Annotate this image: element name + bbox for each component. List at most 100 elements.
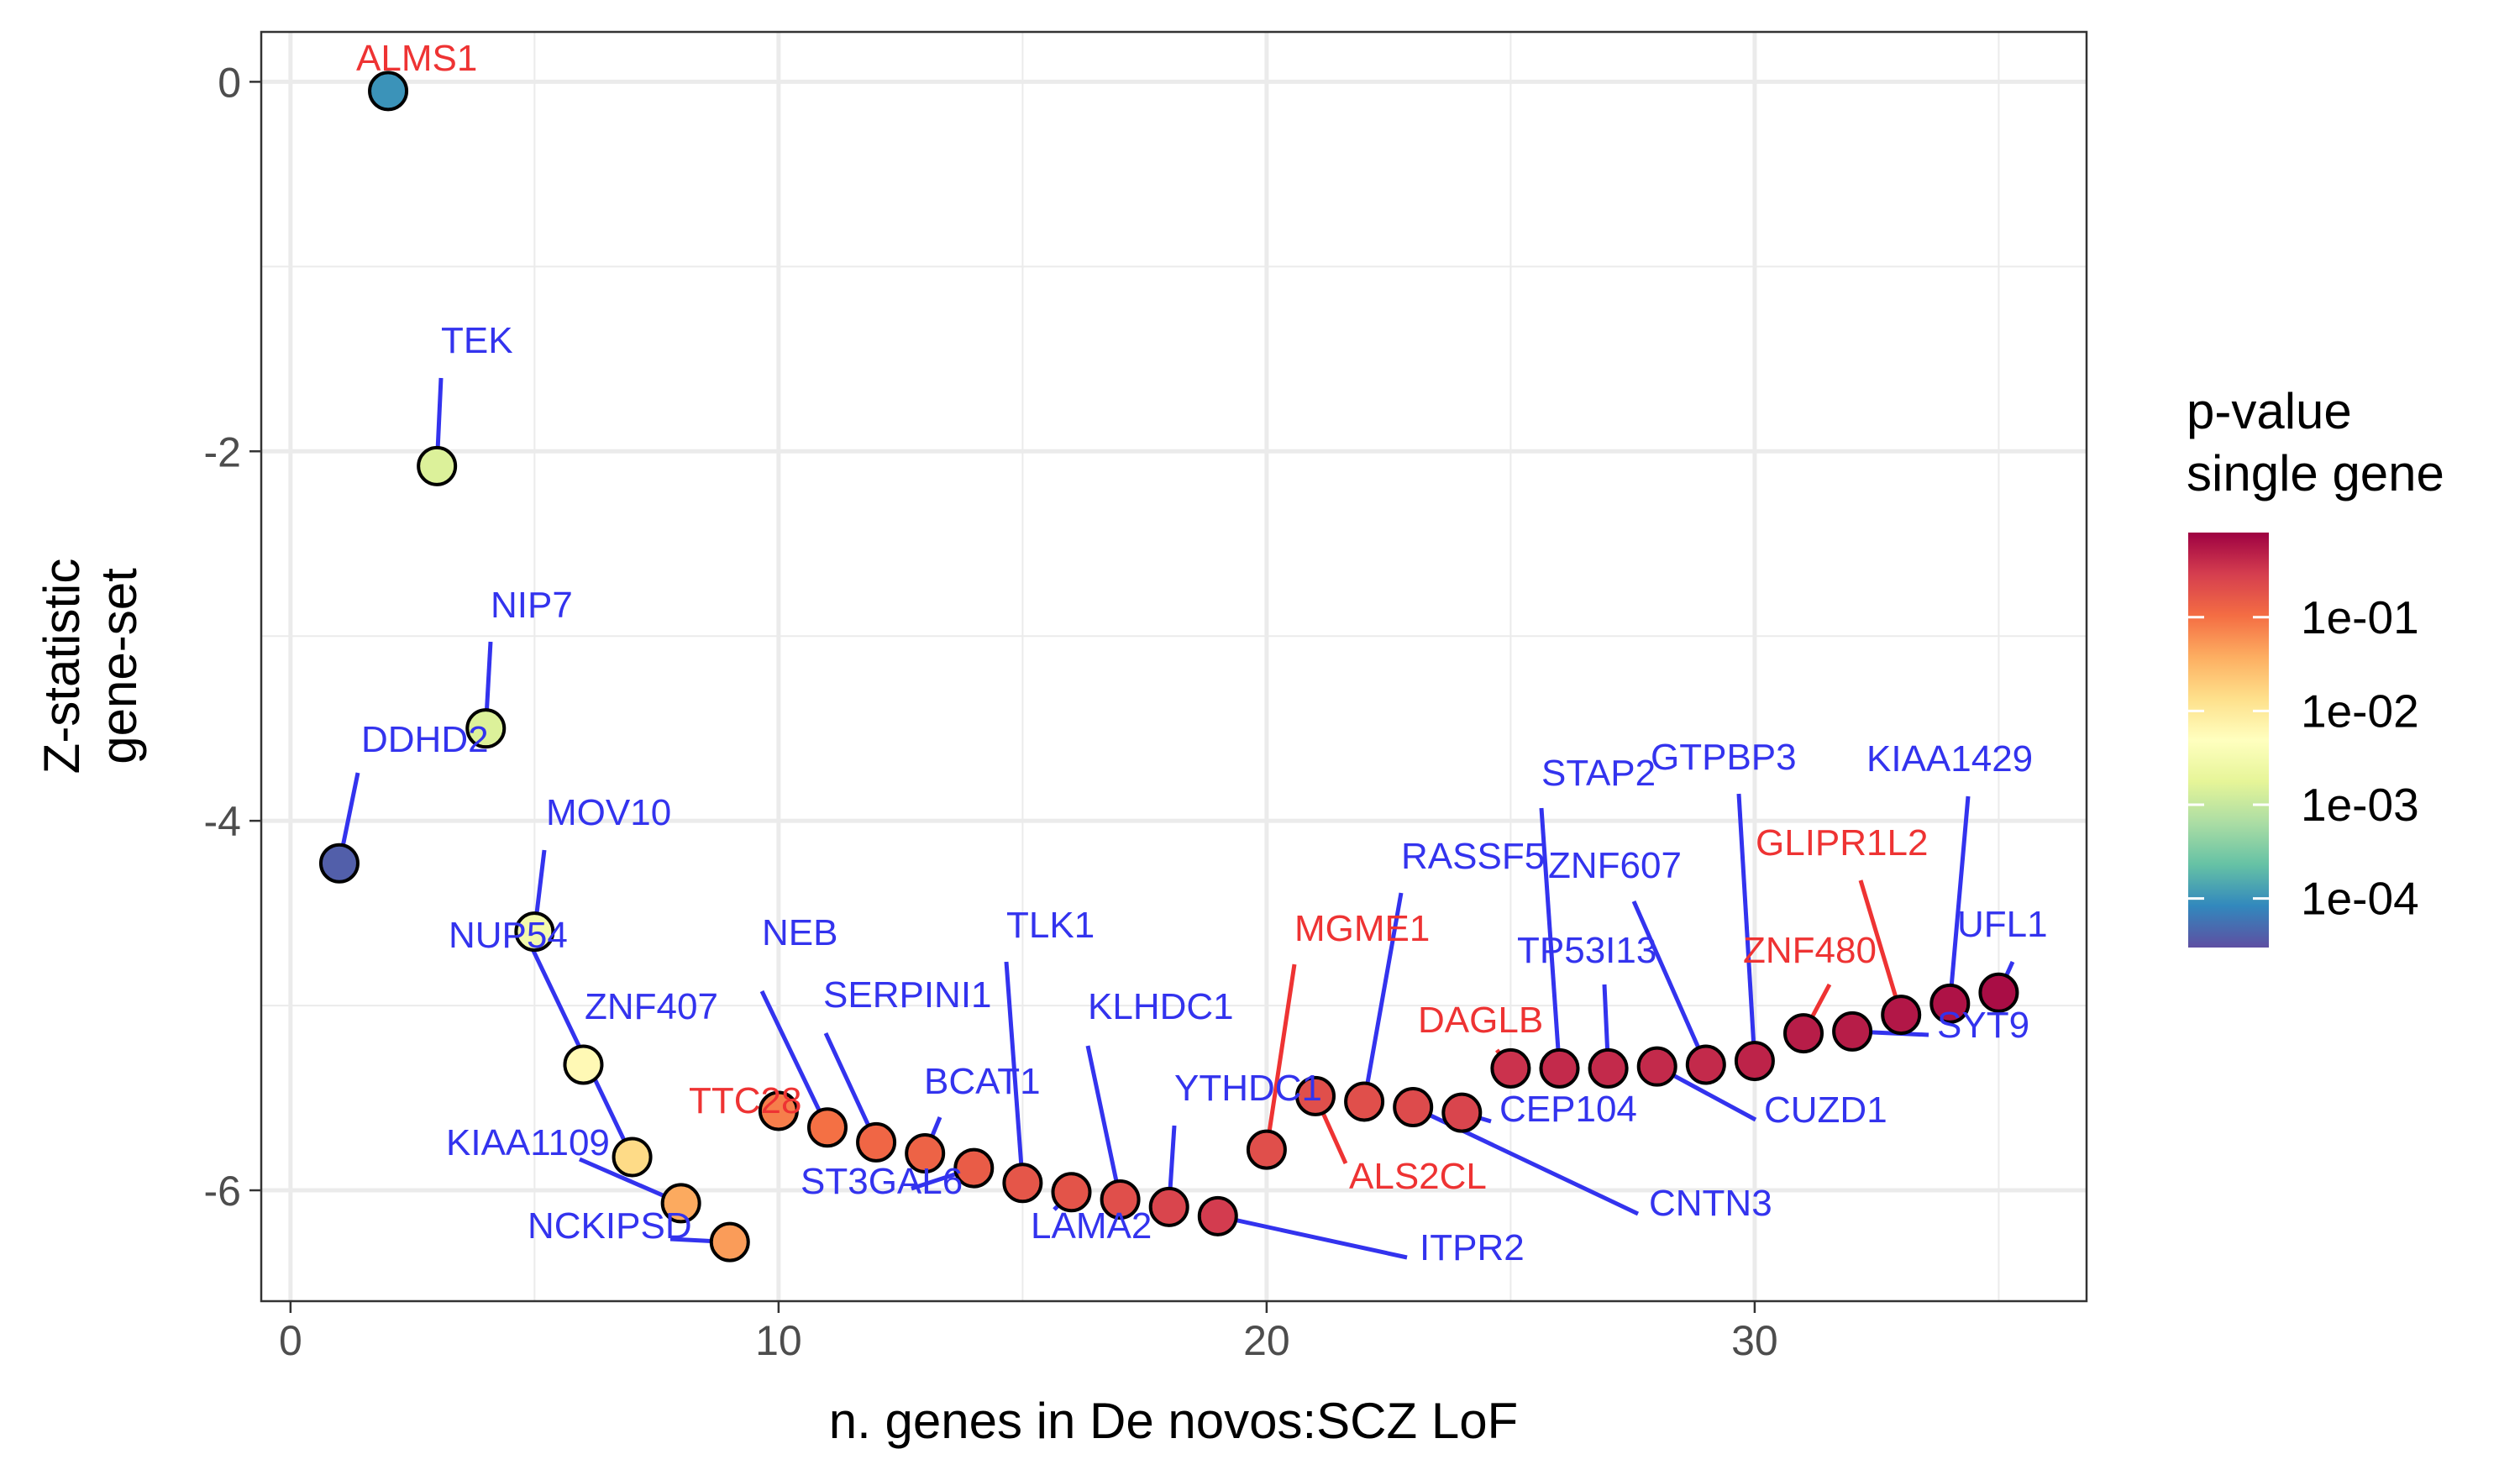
label-nup54: NUP54 [449,915,568,956]
point-itpr2 [1197,1195,1238,1236]
point-ythdc1 [1148,1186,1189,1227]
connector-stap2 [1539,807,1562,1069]
label-ddhd2: DDHD2 [361,719,489,760]
connector-mgme1 [1264,963,1297,1151]
point-rassf5 [1344,1081,1385,1122]
point-ddhd2 [318,843,360,884]
label-lama2: LAMA2 [1031,1205,1152,1247]
point-cep104 [1441,1092,1483,1133]
y-tick-label: -4 [204,798,241,845]
gene-labels: DDHD2 ALMS1 TEK NIP7 MOV10 ZNF407 NUP54 KIAA110… [356,38,2048,1268]
point-daglb [1490,1047,1531,1089]
y-tick-label: 0 [218,59,241,106]
legend-tick-label: 1e-01 [2301,591,2419,643]
legend-tick-label: 1e-03 [2301,779,2419,831]
point-glipr1l2 [1881,995,1922,1036]
label-syt9: SYT9 [1937,1005,2029,1046]
label-gtpbp3: GTPBP3 [1651,737,1797,778]
connector-tlk1 [1004,961,1025,1184]
label-ufl1: UFL1 [1957,904,2048,945]
color-legend: p-value single gene 1e-01 1e-02 1e-03 1e-04 [2187,383,2444,948]
point-nckipsd [709,1221,750,1263]
label-klhdc1: KLHDC1 [1088,986,1234,1027]
point-klhdc1 [1100,1179,1141,1221]
label-daglb: DAGLB [1418,1000,1543,1041]
legend-title-line-2: single gene [2187,445,2444,501]
point-znf607 [1685,1044,1726,1085]
point-cntn3 [1393,1087,1434,1128]
label-ttc28: TTC28 [689,1080,801,1121]
point-alms1 [368,71,409,112]
point-tek [417,445,458,486]
label-znf480: ZNF480 [1743,930,1877,971]
label-rassf5: RASSF5 [1401,836,1545,877]
label-nip7: NIP7 [491,585,573,626]
y-tick-label: -2 [204,428,241,475]
connector-itpr2 [1217,1214,1408,1260]
label-st3gal6: ST3GAL6 [801,1161,963,1202]
label-bcat1: BCAT1 [924,1061,1041,1102]
label-kiaa1429: KIAA1429 [1866,738,2033,780]
point-mgme1 [1246,1129,1287,1170]
point-ufl1 [1978,972,2019,1013]
plot-panel-border [260,30,2088,1303]
point-bcat1 [905,1133,946,1174]
label-znf607: ZNF607 [1548,845,1682,886]
point-lama2 [1051,1172,1092,1213]
label-cntn3: CNTN3 [1649,1183,1772,1224]
label-ythdc1: YTHDC1 [1174,1068,1322,1109]
connector-glipr1l2 [1858,879,1903,1016]
legend-ticks: 1e-01 1e-02 1e-03 1e-04 [2188,591,2419,925]
connector-rassf5 [1362,892,1404,1102]
label-kiaa1109: KIAA1109 [446,1122,610,1163]
label-neb: NEB [762,912,837,953]
label-stap2: STAP2 [1541,753,1656,794]
point-tp53i13 [1588,1047,1629,1089]
point-syt9 [1832,1011,1873,1052]
legend-colorbar [2188,533,2269,948]
label-znf407: ZNF407 [585,986,718,1027]
y-axis-title-line-1: Z-statistic [34,559,90,774]
point-serpini1 [856,1121,897,1163]
label-als2cl: ALS2CL [1349,1156,1487,1197]
label-alms1: ALMS1 [356,38,477,79]
point-mov10 [514,911,555,953]
connector-znf607 [1631,900,1709,1066]
label-mov10: MOV10 [546,792,671,833]
point-ttc28 [758,1090,799,1131]
label-cep104: CEP104 [1499,1089,1637,1130]
point-kiaa1429 [1929,983,1971,1024]
legend-title-line-1: p-value [2187,383,2352,439]
point-als2cl [1294,1075,1336,1116]
x-tick-label: 10 [755,1317,802,1364]
connector-kiaa1429 [1947,795,1971,1005]
label-glipr1l2: GLIPR1L2 [1756,822,1928,864]
x-tick-label: 20 [1243,1317,1290,1364]
point-gtpbp3 [1734,1041,1775,1082]
point-tlk1 [1002,1163,1043,1204]
connector-neb [759,990,830,1129]
connector-gtpbp3 [1736,793,1757,1062]
grid-lines [261,32,2087,1301]
point-st3gal6 [953,1147,995,1189]
point-nup54 [612,1137,653,1178]
y-tick-label: -6 [204,1168,241,1215]
label-serpini1: SERPINI1 [823,974,992,1016]
y-axis-title-line-2: gene-set [91,568,147,764]
label-itpr2: ITPR2 [1420,1227,1525,1268]
x-tick-label: 0 [279,1317,302,1364]
label-nckipsd: NCKIPSD [528,1205,692,1247]
data-points [318,71,2019,1263]
point-znf480 [1783,1013,1824,1054]
label-cuzd1: CUZD1 [1764,1089,1887,1131]
label-tlk1: TLK1 [1006,905,1095,946]
legend-tick-label: 1e-04 [2301,873,2419,925]
point-cuzd1 [1636,1046,1677,1087]
x-axis-title: n. genes in De novos:SCZ LoF [829,1393,1518,1449]
point-stap2 [1539,1047,1580,1089]
point-neb [806,1107,848,1148]
label-tp53i13: TP53I13 [1517,930,1656,971]
axes: 0 10 20 30 0 -2 -4 -6 [204,59,1778,1364]
connector-klhdc1 [1085,1045,1123,1200]
